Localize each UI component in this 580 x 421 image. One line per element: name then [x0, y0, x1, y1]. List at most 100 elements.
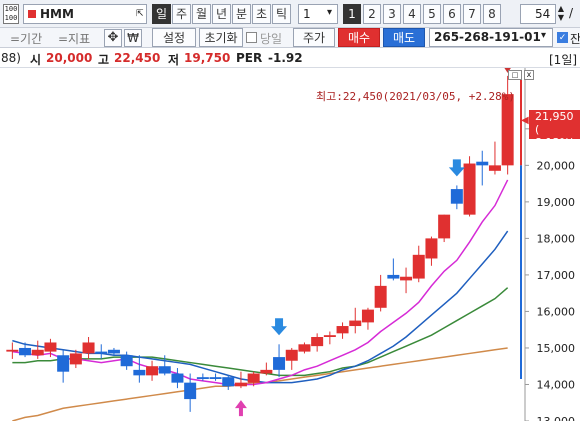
- low-label: 저: [168, 53, 180, 67]
- candle-body: [69, 353, 82, 365]
- chart-minimize-button[interactable]: x: [524, 70, 534, 80]
- count-input[interactable]: 54: [520, 4, 556, 24]
- period-setting-button[interactable]: =기간: [10, 32, 43, 46]
- candle-body: [311, 337, 324, 347]
- page-button-3[interactable]: 3: [383, 4, 401, 24]
- chevron-down-icon: ▾: [327, 7, 333, 18]
- spin-up-icon[interactable]: ▲: [557, 4, 565, 13]
- account-select[interactable]: 265-268-191-01 ▾: [429, 28, 553, 47]
- price-chart[interactable]: 21,00020,00019,00018,00017,00016,00015,0…: [0, 68, 580, 421]
- sell-signal-arrow-icon: [271, 318, 288, 336]
- candle-body: [44, 342, 57, 352]
- candle-body: [209, 377, 222, 379]
- per-label: PER: [236, 51, 263, 65]
- candle-body: [438, 214, 451, 239]
- app-icon-bottom: 100: [4, 14, 18, 22]
- candle-body: [387, 274, 400, 279]
- buy-signal-arrow-icon: [234, 400, 247, 417]
- interval-value: 1: [303, 7, 311, 21]
- page-button-2[interactable]: 2: [363, 4, 381, 24]
- app-icon-top: 100: [4, 5, 18, 13]
- candle-body: [196, 377, 209, 379]
- period-tab-4[interactable]: 분: [232, 4, 251, 24]
- candle-body: [158, 366, 171, 374]
- y-tick-label: 18,000: [537, 232, 576, 245]
- current-price: 21,950: [535, 110, 574, 123]
- stock-search-field[interactable]: HMM ⇱: [23, 4, 147, 24]
- candle-body: [222, 377, 235, 387]
- candle-body: [247, 373, 260, 383]
- page-button-5[interactable]: 5: [423, 4, 441, 24]
- won-button[interactable]: ₩: [124, 29, 142, 47]
- current-change: ( 8.13%): [535, 123, 575, 149]
- sell-button[interactable]: 매도: [383, 28, 425, 47]
- candle-body: [19, 347, 32, 356]
- candle-body: [95, 351, 108, 354]
- ma10-line: [12, 230, 509, 384]
- candle-body: [476, 161, 489, 166]
- period-tab-3[interactable]: 년: [212, 4, 231, 24]
- won-icon: ₩: [127, 31, 139, 45]
- candle-body: [234, 382, 247, 387]
- candle-body: [31, 349, 44, 356]
- y-tick-label: 17,000: [537, 269, 576, 282]
- candle-body: [133, 369, 146, 376]
- chart-corner-controls[interactable]: □: [508, 70, 522, 80]
- interval-select[interactable]: 1 ▾: [298, 4, 338, 24]
- candle-body: [120, 355, 133, 367]
- crosshair-icon: ✥: [107, 30, 119, 45]
- reset-button[interactable]: 초기화: [199, 28, 243, 47]
- candle-body: [400, 276, 413, 281]
- count-spinner[interactable]: ▲ ▼: [556, 4, 566, 24]
- period-tab-6[interactable]: 틱: [272, 4, 291, 24]
- period-tab-0[interactable]: 일: [152, 4, 171, 24]
- crosshair-button[interactable]: ✥: [104, 29, 122, 47]
- settings-button[interactable]: 설정: [152, 28, 196, 47]
- page-button-7[interactable]: 7: [463, 4, 481, 24]
- page-button-4[interactable]: 4: [403, 4, 421, 24]
- candlestick-chart[interactable]: 21,00020,00019,00018,00017,00016,00015,0…: [0, 68, 580, 421]
- stock-name: HMM: [40, 7, 74, 21]
- high-value: 22,450: [114, 51, 161, 65]
- y-tick-label: 15,000: [537, 342, 576, 355]
- candle-body: [412, 254, 425, 279]
- period-tab-1[interactable]: 주: [172, 4, 191, 24]
- spin-down-icon[interactable]: ▼: [557, 13, 565, 22]
- today-checkbox[interactable]: [246, 32, 257, 43]
- search-icon[interactable]: ⇱: [136, 9, 144, 19]
- stock-price-button[interactable]: 주가: [293, 28, 335, 47]
- code-suffix: 88): [1, 51, 21, 65]
- balance-checkbox[interactable]: ✓: [557, 32, 568, 43]
- chevron-down-icon: ▾: [541, 30, 547, 41]
- current-price-tag: 21,950 ( 8.13%): [529, 110, 580, 149]
- open-value: 20,000: [46, 51, 93, 65]
- candle-body: [323, 335, 336, 337]
- candle-body: [57, 355, 70, 372]
- indicator-setting-button[interactable]: =지표: [58, 32, 91, 46]
- period-tab-5[interactable]: 초: [252, 4, 271, 24]
- candle-body: [463, 163, 476, 215]
- candle-body: [184, 382, 197, 400]
- candle-body: [374, 285, 387, 308]
- page-button-8[interactable]: 8: [483, 4, 501, 24]
- candle-body: [336, 326, 349, 334]
- period-tab-2[interactable]: 월: [192, 4, 211, 24]
- current-price-arrow-icon: ◀: [521, 115, 529, 126]
- candle-body: [450, 189, 463, 204]
- ma20-line: [12, 287, 509, 377]
- ma60-line: [12, 347, 508, 421]
- buy-button[interactable]: 매수: [338, 28, 380, 47]
- candle-body: [6, 349, 19, 352]
- candle-body: [361, 309, 374, 323]
- page-button-1[interactable]: 1: [343, 4, 361, 24]
- open-label: 시: [30, 53, 42, 67]
- candle-body: [349, 320, 362, 327]
- app-icon[interactable]: 100 100: [3, 4, 19, 24]
- today-label: 당일: [260, 32, 283, 46]
- y-tick-label: 19,000: [537, 196, 576, 209]
- candle-body: [107, 349, 120, 354]
- count-suffix: /: [569, 6, 574, 20]
- page-button-6[interactable]: 6: [443, 4, 461, 24]
- low-value: 19,750: [184, 51, 231, 65]
